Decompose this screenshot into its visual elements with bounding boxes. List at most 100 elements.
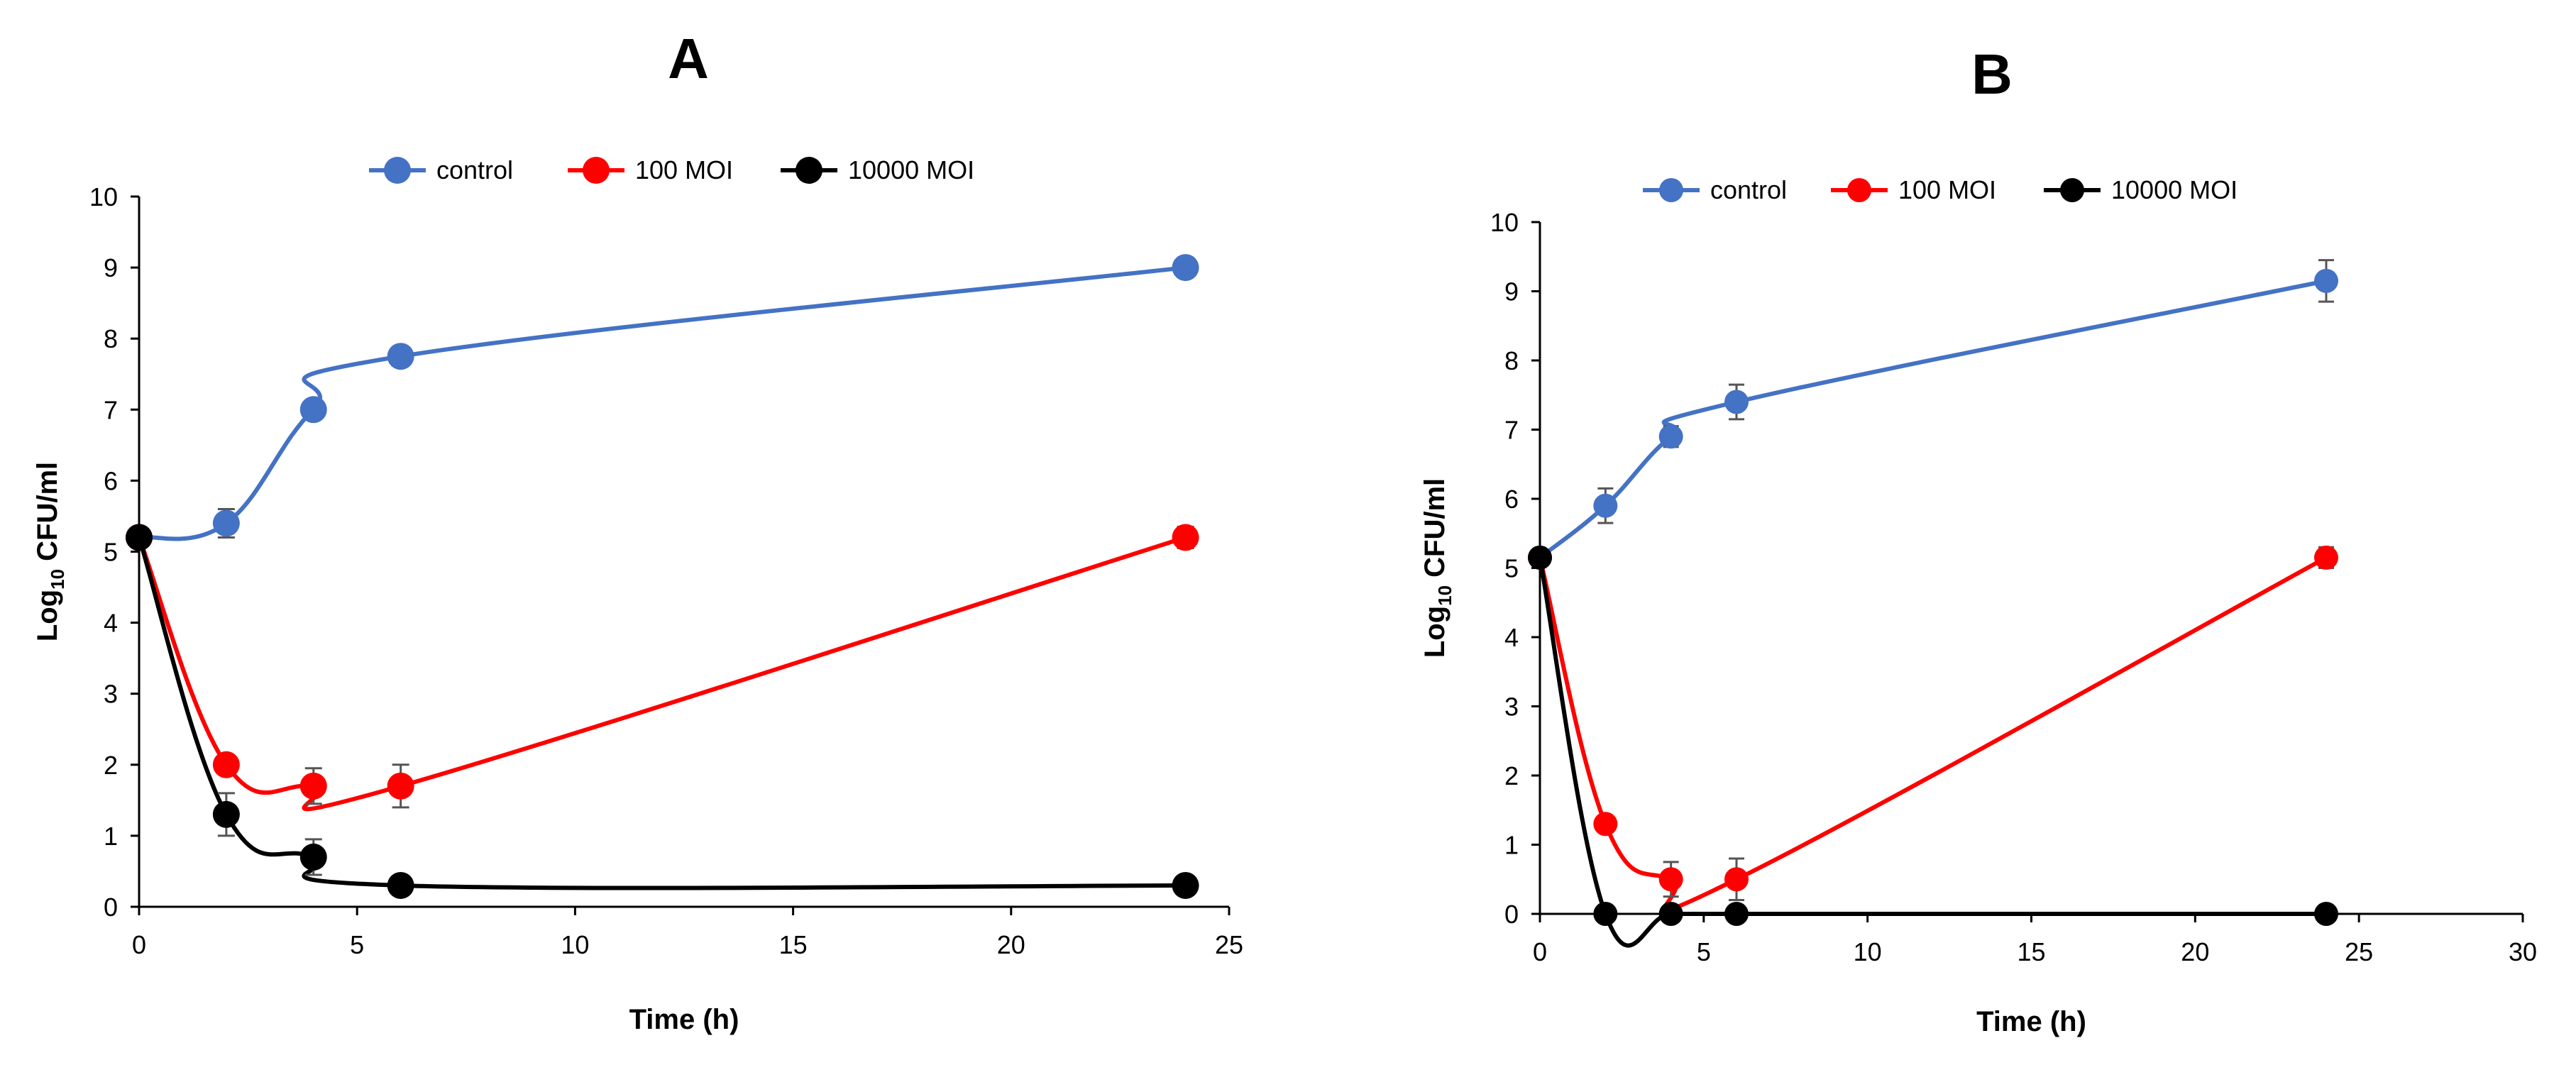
legend-label: 100 MOI <box>635 155 733 184</box>
legend-label: 10000 MOI <box>848 155 974 184</box>
data-point <box>1593 902 1618 926</box>
y-axis-title-subscript: 10 <box>47 569 68 590</box>
data-point <box>1724 867 1749 892</box>
legend-swatch-marker <box>583 157 610 184</box>
data-point <box>1593 812 1618 837</box>
data-point <box>1593 493 1618 518</box>
legend-label: 10000 MOI <box>2111 175 2238 204</box>
x-tick-label: 10 <box>1854 937 1882 966</box>
legend-label: control <box>1710 175 1787 204</box>
y-tick-label: 2 <box>104 751 118 780</box>
data-point <box>1658 867 1683 892</box>
data-point <box>2314 545 2338 570</box>
x-tick-label: 15 <box>2017 937 2045 966</box>
series-100-moi <box>126 524 1199 812</box>
legend-swatch-marker <box>796 157 822 184</box>
y-tick-label: 9 <box>1504 277 1519 307</box>
data-point <box>1658 424 1683 449</box>
panel-title-b: B <box>1971 43 2013 106</box>
data-point <box>126 524 153 551</box>
legend-swatch-marker <box>2060 178 2084 202</box>
data-point <box>1724 902 1749 926</box>
data-point <box>212 751 240 778</box>
legend-item-control: control <box>369 155 513 184</box>
data-point <box>1658 902 1683 926</box>
panel-title-a: A <box>668 27 709 90</box>
y-tick-label: 6 <box>1504 485 1519 514</box>
data-point <box>1528 545 1552 570</box>
legend-item-100-moi: 100 MOI <box>568 155 733 184</box>
x-tick-label: 5 <box>1697 937 1711 966</box>
x-axis-title: Time (h) <box>629 1004 739 1035</box>
series-line <box>138 265 1186 541</box>
legend-item-10000-moi: 10000 MOI <box>2044 175 2238 204</box>
series-line <box>137 535 1187 812</box>
x-axis-title: Time (h) <box>1976 1006 2086 1037</box>
y-tick-label: 7 <box>1504 416 1519 445</box>
series-10000-moi <box>1528 545 2338 948</box>
series-control <box>1528 259 2338 570</box>
y-tick-label: 10 <box>1490 208 1519 237</box>
legend-swatch-marker <box>1659 178 1683 202</box>
y-tick-label: 7 <box>104 395 118 424</box>
x-tick-label: 30 <box>2509 937 2537 966</box>
data-point <box>387 871 414 899</box>
y-tick-label: 0 <box>1504 900 1519 929</box>
data-point <box>1172 254 1199 282</box>
data-point <box>387 772 414 800</box>
series-10000-moi <box>126 524 1199 899</box>
y-tick-label: 0 <box>104 893 118 922</box>
series-100-moi <box>1528 545 2338 913</box>
data-point <box>299 396 327 424</box>
data-point <box>299 772 327 800</box>
data-point <box>212 509 240 537</box>
data-point <box>299 843 327 871</box>
data-point <box>2314 902 2338 926</box>
series-control <box>126 254 1199 551</box>
y-tick-label: 6 <box>104 466 118 495</box>
x-tick-label: 10 <box>561 930 589 959</box>
legend-item-100-moi: 100 MOI <box>1831 175 1996 204</box>
legend-label: 100 MOI <box>1898 175 1996 204</box>
x-tick-label: 0 <box>132 930 146 959</box>
y-tick-label: 3 <box>104 680 118 709</box>
x-tick-label: 20 <box>997 930 1025 959</box>
y-tick-label: 9 <box>104 253 118 282</box>
data-point <box>2314 268 2338 293</box>
y-tick-label: 10 <box>89 182 118 211</box>
series-line <box>1539 278 2327 560</box>
x-tick-label: 25 <box>1215 930 1243 959</box>
y-tick-label: 4 <box>104 609 118 638</box>
y-tick-label: 3 <box>1504 692 1519 722</box>
legend-swatch-marker <box>1847 178 1871 202</box>
legend-item-10000-moi: 10000 MOI <box>781 155 974 184</box>
y-tick-label: 5 <box>1504 554 1519 583</box>
data-point <box>387 343 414 370</box>
series-line <box>137 536 1186 890</box>
y-tick-label: 1 <box>104 822 118 851</box>
series-line <box>1538 556 2328 913</box>
y-tick-label: 2 <box>1504 761 1519 790</box>
y-tick-label: 8 <box>104 324 118 353</box>
data-point <box>1172 871 1199 899</box>
x-tick-label: 0 <box>1533 937 1547 966</box>
y-axis-title-base: Log <box>1419 606 1451 658</box>
legend-item-control: control <box>1643 175 1787 204</box>
y-tick-label: 1 <box>1504 831 1519 860</box>
y-axis-title-base: Log <box>32 590 63 641</box>
series-line <box>1538 557 2326 948</box>
x-tick-label: 15 <box>779 930 808 959</box>
data-point <box>1724 390 1749 414</box>
y-axis-title: Log10 CFU/ml <box>1419 478 1455 658</box>
y-axis-title: Log10 CFU/ml <box>32 462 68 641</box>
y-tick-label: 4 <box>1504 623 1519 652</box>
y-axis-title-unit: CFU/ml <box>32 462 63 569</box>
y-tick-label: 5 <box>104 538 118 567</box>
x-tick-label: 25 <box>2345 937 2373 966</box>
legend-label: control <box>436 155 513 184</box>
y-axis-title-subscript: 10 <box>1434 585 1455 606</box>
x-tick-label: 5 <box>350 930 364 959</box>
legend-swatch-marker <box>384 157 411 184</box>
